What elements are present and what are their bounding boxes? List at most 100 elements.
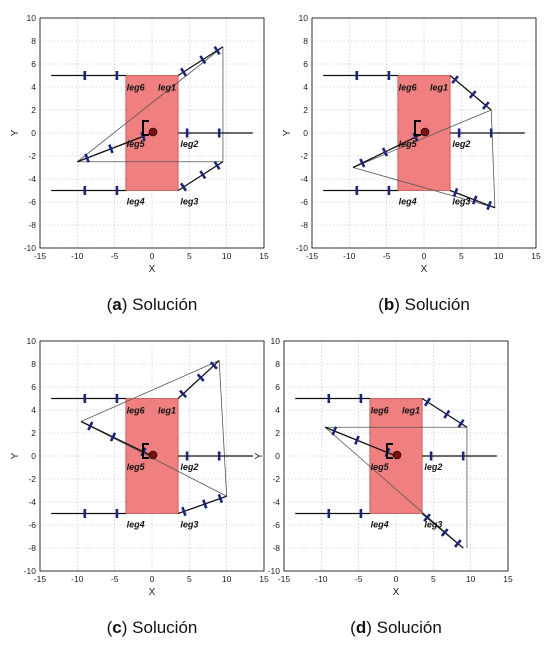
- payload-line: [80, 360, 220, 422]
- y-tick-label: 8: [31, 359, 36, 369]
- y-tick-label: 4: [31, 405, 36, 415]
- leg-joint-marker: [213, 45, 221, 55]
- caption-paren: ): [394, 295, 404, 314]
- leg-label-leg5: leg5: [127, 139, 146, 149]
- y-tick-label: -8: [28, 220, 36, 230]
- x-tick-label: -5: [111, 574, 119, 584]
- y-tick-label: 0: [31, 128, 36, 138]
- leg-joint-marker: [196, 373, 205, 382]
- axes-frame: [311, 17, 537, 249]
- y-tick-label: 6: [31, 59, 36, 69]
- caption-letter: b: [384, 295, 394, 314]
- leg-joint-marker: [199, 55, 207, 65]
- panel-caption: (d) Solución: [350, 618, 442, 637]
- y-tick-label: -10: [296, 243, 309, 253]
- leg-label-leg5: leg5: [127, 462, 146, 472]
- leg-line-leg5: [352, 132, 425, 169]
- y-tick-label: 10: [299, 13, 309, 23]
- leg-joint-marker: [109, 432, 117, 442]
- x-tick-label: 15: [259, 251, 269, 261]
- caption-text: Solución: [132, 295, 197, 314]
- leg-joint-marker: [84, 153, 90, 163]
- leg-label-leg1: leg1: [430, 82, 448, 92]
- y-tick-label: -8: [272, 543, 280, 553]
- caption-letter: d: [356, 618, 366, 637]
- leg-label-leg3: leg3: [180, 519, 198, 529]
- leg-joint-marker: [481, 101, 490, 110]
- leg-joint-marker: [209, 361, 218, 370]
- leg-joint-marker: [359, 158, 366, 168]
- leg-label-leg2: leg2: [180, 139, 198, 149]
- x-axis-label: X: [393, 587, 400, 598]
- y-axis-label: Y: [10, 129, 21, 136]
- x-axis-label: X: [149, 264, 156, 275]
- y-tick-label: 2: [31, 105, 36, 115]
- leg-joint-marker: [452, 187, 459, 198]
- y-tick-label: -2: [272, 474, 280, 484]
- x-tick-label: 10: [222, 574, 232, 584]
- x-axis-label: X: [149, 587, 156, 598]
- x-tick-label: 0: [422, 251, 427, 261]
- leg-line-leg5: [80, 420, 153, 457]
- center-bracket-icon: [414, 120, 421, 136]
- y-tick-label: 2: [303, 105, 308, 115]
- center-bracket-icon: [142, 120, 149, 136]
- y-tick-label: 4: [303, 82, 308, 92]
- caption-paren: ): [122, 618, 132, 637]
- x-tick-label: 5: [187, 574, 192, 584]
- y-tick-label: -4: [300, 174, 308, 184]
- leg-joint-marker: [457, 419, 465, 429]
- axes-frame: [283, 340, 509, 572]
- y-tick-label: 4: [31, 82, 36, 92]
- y-tick-label: -6: [28, 197, 36, 207]
- x-tick-label: -10: [343, 251, 356, 261]
- leg-label-leg6: leg6: [399, 82, 418, 92]
- panel-caption: (b) Solución: [378, 295, 470, 314]
- leg-label-leg1: leg1: [402, 405, 420, 415]
- leg-label-leg4: leg4: [399, 196, 417, 206]
- leg-joint-marker: [202, 499, 208, 509]
- y-tick-label: -6: [28, 520, 36, 530]
- center-point: [148, 127, 158, 137]
- y-tick-label: -10: [24, 243, 37, 253]
- center-bracket-icon: [142, 443, 149, 459]
- x-tick-label: 15: [503, 574, 513, 584]
- center-point: [420, 127, 430, 137]
- x-tick-label: -5: [383, 251, 391, 261]
- y-tick-label: 6: [275, 382, 280, 392]
- leg-line-leg3: [449, 189, 496, 209]
- y-tick-label: -10: [24, 566, 37, 576]
- caption-text: Solución: [405, 295, 470, 314]
- x-tick-label: -15: [34, 251, 47, 261]
- payload-line: [77, 46, 224, 163]
- leg-line-leg5: [77, 132, 153, 163]
- leg-label-leg4: leg4: [371, 519, 389, 529]
- x-tick-label: 5: [187, 251, 192, 261]
- y-tick-label: 6: [31, 382, 36, 392]
- leg-joint-marker: [331, 426, 338, 436]
- leg-joint-marker: [140, 131, 146, 142]
- x-tick-label: 15: [531, 251, 541, 261]
- caption-paren: ): [122, 295, 132, 314]
- leg-label-leg1: leg1: [158, 405, 176, 415]
- y-tick-label: 10: [271, 336, 281, 346]
- y-tick-label: 0: [275, 451, 280, 461]
- y-tick-label: -4: [28, 174, 36, 184]
- leg-label-leg3: leg3: [424, 519, 442, 529]
- leg-joint-marker: [443, 409, 451, 419]
- leg-joint-marker: [108, 144, 114, 154]
- center-bracket-icon: [386, 443, 393, 459]
- caption-text: Solución: [377, 618, 442, 637]
- y-tick-label: 10: [27, 13, 37, 23]
- leg-line-leg1: [421, 397, 468, 428]
- leg-line-leg3: [177, 161, 224, 192]
- leg-label-leg3: leg3: [452, 196, 470, 206]
- leg-label-leg6: leg6: [371, 405, 390, 415]
- leg-line-leg3: [421, 513, 464, 549]
- leg-line-leg3: [177, 495, 227, 515]
- x-tick-label: 10: [222, 251, 232, 261]
